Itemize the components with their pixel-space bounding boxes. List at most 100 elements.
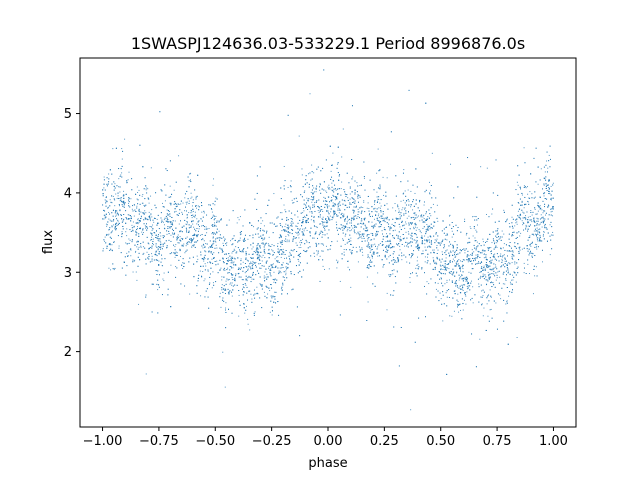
data-point — [206, 232, 208, 234]
data-point — [173, 233, 175, 235]
data-point — [534, 275, 536, 277]
data-point — [208, 250, 210, 252]
data-point — [470, 280, 472, 282]
data-point — [544, 178, 546, 180]
data-point — [172, 236, 174, 238]
data-point — [531, 193, 533, 195]
data-point — [309, 208, 311, 210]
data-point — [460, 276, 462, 278]
data-point — [175, 244, 177, 246]
data-point — [488, 275, 490, 277]
data-point — [499, 237, 501, 239]
data-point — [110, 232, 112, 234]
data-point — [282, 276, 284, 278]
data-point — [452, 258, 454, 260]
data-point — [246, 278, 248, 280]
data-point — [449, 315, 451, 317]
data-point — [421, 243, 423, 245]
data-point — [230, 240, 232, 242]
data-point — [469, 289, 471, 291]
data-point — [547, 184, 549, 186]
data-point — [216, 231, 218, 233]
data-point — [316, 250, 318, 252]
data-point — [396, 271, 398, 273]
data-point — [184, 219, 186, 221]
data-point — [227, 267, 229, 269]
data-point — [206, 243, 208, 245]
data-point — [458, 274, 460, 276]
data-point — [245, 251, 247, 253]
data-point — [134, 259, 136, 261]
data-point — [350, 286, 352, 288]
data-point — [233, 257, 235, 259]
data-point — [508, 250, 510, 252]
data-point — [109, 219, 111, 221]
data-point — [537, 183, 539, 185]
data-point — [337, 204, 339, 206]
data-point — [149, 220, 151, 222]
data-point — [347, 197, 349, 199]
data-point — [204, 258, 206, 260]
data-point — [410, 206, 412, 208]
data-point — [541, 217, 543, 219]
data-point — [154, 232, 156, 234]
data-point — [174, 246, 176, 248]
data-point — [479, 338, 481, 340]
data-point — [151, 236, 153, 238]
data-point — [114, 205, 116, 207]
data-point — [528, 248, 530, 250]
data-point — [393, 326, 395, 328]
data-point — [106, 247, 108, 249]
data-point — [373, 226, 375, 228]
data-point — [224, 253, 226, 255]
data-point — [466, 259, 468, 261]
data-point — [417, 215, 419, 217]
data-point — [277, 243, 279, 245]
data-point — [235, 252, 237, 254]
data-point — [137, 218, 139, 220]
data-point — [151, 253, 153, 255]
data-point — [193, 226, 195, 228]
data-point — [136, 186, 138, 188]
data-point — [378, 216, 380, 218]
data-point — [527, 201, 529, 203]
data-point — [137, 191, 139, 193]
data-point — [190, 181, 192, 183]
data-point — [269, 268, 271, 270]
data-point — [139, 219, 141, 221]
data-point — [456, 271, 458, 273]
data-point — [437, 249, 439, 251]
data-point — [316, 200, 318, 202]
data-point — [382, 244, 384, 246]
data-point — [359, 185, 361, 187]
data-point — [398, 231, 400, 233]
data-point — [189, 173, 191, 175]
data-point — [329, 219, 331, 221]
data-point — [165, 194, 167, 196]
data-point — [533, 157, 535, 159]
data-point — [416, 214, 418, 216]
data-point — [187, 243, 189, 245]
data-point — [362, 254, 364, 256]
data-point — [213, 242, 215, 244]
data-point — [119, 191, 121, 193]
data-point — [283, 188, 285, 190]
data-point — [427, 216, 429, 218]
data-point — [228, 253, 230, 255]
data-point — [220, 237, 222, 239]
data-point — [162, 202, 164, 204]
data-point — [282, 284, 284, 286]
data-point — [522, 211, 524, 213]
data-point — [465, 295, 467, 297]
data-point — [252, 253, 254, 255]
data-point — [349, 222, 351, 224]
data-point — [459, 260, 461, 262]
data-point — [514, 225, 516, 227]
data-point — [135, 271, 137, 273]
data-point — [107, 234, 109, 236]
data-point — [357, 201, 359, 203]
data-point — [354, 193, 356, 195]
data-point — [235, 246, 237, 248]
data-point — [279, 267, 281, 269]
data-point — [393, 259, 395, 261]
